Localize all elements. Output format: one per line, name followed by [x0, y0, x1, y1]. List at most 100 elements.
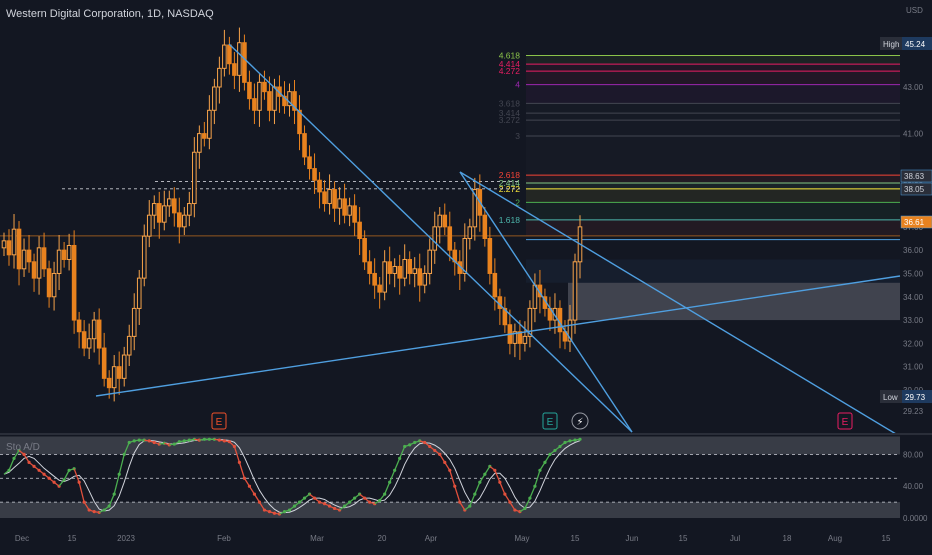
lightning-icon[interactable] — [571, 412, 589, 430]
candle-down — [312, 168, 317, 181]
candle-down — [81, 331, 87, 349]
candle-up — [151, 203, 157, 216]
stoch-k-segment — [73, 468, 80, 483]
candle-up — [337, 198, 342, 209]
candle-up — [126, 335, 132, 356]
stoch-k-point — [132, 439, 136, 443]
candle-up — [467, 226, 473, 240]
candle-up — [131, 307, 137, 337]
candle-up — [382, 261, 387, 293]
earnings-marker[interactable] — [837, 412, 853, 430]
trendline[interactable] — [459, 171, 633, 433]
fib-level-label: 2.272 — [499, 184, 521, 194]
stoch-k-segment — [389, 470, 396, 483]
time-tick-label: Jul — [730, 534, 740, 543]
candle-up — [552, 307, 558, 321]
candle-down — [322, 191, 327, 205]
fib-band — [526, 219, 900, 236]
candle-up — [11, 228, 17, 256]
candle-down — [292, 91, 297, 111]
candle-up — [136, 277, 142, 309]
candle-down — [41, 247, 47, 270]
event-marker-label: E — [842, 417, 849, 428]
range-box-upper — [526, 259, 900, 283]
time-tick-label: Jun — [626, 534, 639, 543]
stoch-k-segment — [123, 442, 130, 455]
candle-down — [397, 265, 402, 279]
price-marker-badge — [900, 169, 932, 183]
candle-down — [342, 198, 347, 216]
candle-up — [66, 244, 72, 260]
stoch-k-segment — [108, 493, 115, 507]
candle-down — [357, 221, 362, 239]
trendline[interactable] — [459, 171, 897, 435]
stoch-k-point — [192, 437, 196, 441]
candle-up — [161, 205, 167, 223]
candle-up — [91, 319, 97, 340]
oscillator-tick-label: 0.0000 — [903, 514, 928, 523]
earnings-marker[interactable] — [542, 412, 558, 430]
stoch-k-point — [222, 439, 226, 443]
price-tick-label: 41.00 — [903, 130, 924, 139]
candle-down — [76, 319, 82, 333]
candle-down — [332, 189, 337, 209]
candle-up — [572, 261, 578, 321]
candle-up — [402, 258, 407, 279]
candle-down — [262, 81, 267, 93]
candle-down — [482, 214, 488, 239]
high-badge-value: 45.24 — [905, 40, 926, 49]
candle-down — [46, 268, 52, 298]
candle-down — [377, 284, 382, 293]
candle-up — [237, 42, 242, 76]
candle-up — [217, 67, 222, 88]
event-marker-label: E — [216, 417, 223, 428]
low-badge-value: 29.73 — [905, 393, 926, 402]
candle-down — [171, 198, 177, 214]
stoch-k-segment — [394, 458, 401, 471]
candle-up — [86, 338, 92, 349]
candle-down — [101, 347, 107, 379]
candle-down — [267, 91, 272, 111]
candle-up — [1, 240, 7, 249]
low-badge-value-bg — [902, 390, 932, 403]
candle-up — [36, 247, 42, 279]
candle-down — [447, 226, 453, 251]
price-marker-badge — [900, 215, 932, 229]
candle-up — [187, 203, 192, 216]
stoch-k-point — [578, 437, 582, 441]
stoch-k-segment — [529, 485, 536, 499]
trendlines-layer[interactable] — [95, 43, 901, 435]
candle-down — [6, 240, 12, 256]
candle-down — [71, 244, 77, 321]
price-tick-label: 36.00 — [903, 246, 924, 255]
fib-level-label: 1.618 — [499, 215, 521, 225]
candle-down — [307, 156, 312, 170]
price-tick-label: 32.00 — [903, 339, 924, 348]
earnings-marker[interactable] — [211, 412, 227, 430]
time-tick-label: Feb — [217, 534, 231, 543]
price-tick-label: 31.00 — [903, 363, 924, 372]
candle-down — [502, 307, 508, 326]
candle-down — [202, 133, 207, 139]
candle-up — [512, 331, 518, 344]
candle-down — [297, 109, 302, 135]
candle-down — [16, 228, 22, 270]
fib-level-label: 4 — [515, 80, 520, 90]
candle-up — [146, 214, 152, 237]
candle-up — [212, 86, 217, 111]
candle-down — [352, 205, 357, 223]
trendline[interactable] — [228, 43, 633, 433]
price-tick-label: 34.00 — [903, 293, 924, 302]
candle-up — [522, 335, 528, 344]
oscillator-title: Sto A/D — [6, 442, 40, 453]
fib-band — [526, 183, 900, 189]
candle-down — [317, 179, 322, 193]
candle-down — [156, 203, 162, 223]
trendline[interactable] — [95, 275, 901, 397]
event-markers-layer[interactable]: E E ⚡ E — [211, 412, 853, 430]
candle-down — [282, 95, 287, 107]
